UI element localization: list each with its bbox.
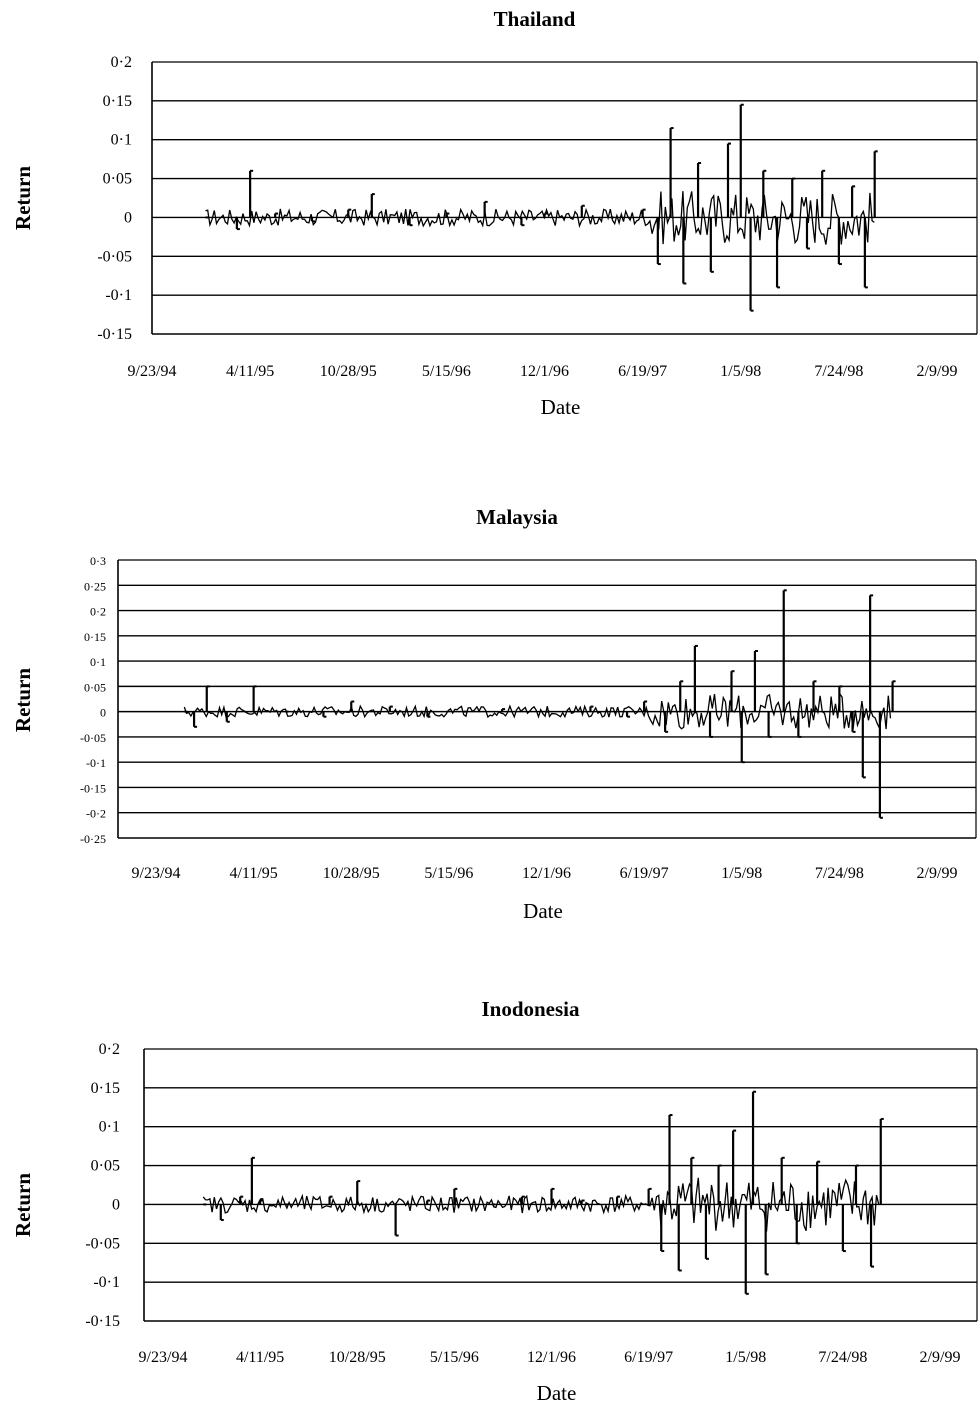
series-line	[183, 692, 892, 731]
y-axis-title: Return	[11, 166, 35, 230]
chart-panel-2: Malaysia 0·3 0·25 0·2 0·15 0·1 0·05 0 -0·05 -0·1 -…	[11, 505, 977, 923]
x-tick-label: 10/28/95	[329, 1349, 386, 1366]
x-tick-label: 1/5/98	[720, 363, 761, 380]
y-tick-label: -0·15	[80, 781, 106, 795]
x-tick-label: 5/15/96	[424, 865, 473, 882]
y-tick-label: 0·1	[111, 132, 132, 149]
x-tick-label: 12/1/96	[520, 363, 569, 380]
chart-panel-1: Thailand 0·2 0·15 0·1 0·05 0 -0·05 -0·1 -0·15 9/2…	[11, 7, 978, 419]
series-1	[205, 103, 878, 312]
x-tick-label: 9/23/94	[139, 1349, 188, 1366]
x-tick-label: 6/19/97	[624, 1349, 673, 1366]
x-tick-label: 4/11/95	[226, 363, 274, 380]
y-tick-label: 0·1	[90, 655, 106, 669]
x-tick-label: 1/5/98	[725, 1349, 766, 1366]
x-tick-label: 4/11/95	[229, 865, 277, 882]
y-tick-label: 0·15	[84, 630, 106, 644]
x-axis-title: Date	[541, 395, 581, 419]
y-tick-label: -0·1	[105, 287, 132, 304]
y-tick-label: 0	[112, 1196, 120, 1213]
y-tick-label: 0	[124, 209, 132, 226]
chart-title: Thailand	[494, 7, 576, 31]
x-tick-label: 6/19/97	[618, 363, 667, 380]
y-tick-label: 0·25	[84, 579, 106, 593]
y-tick-label: 0·3	[90, 554, 106, 568]
x-tick-label: 10/28/95	[323, 865, 380, 882]
y-tick-label: 0·05	[103, 171, 132, 188]
y-tick-label: 0·2	[111, 54, 132, 71]
x-tick-label: 10/28/95	[320, 363, 377, 380]
x-tick-label: 12/1/96	[527, 1349, 576, 1366]
series-1	[183, 589, 896, 819]
x-tick-label: 9/23/94	[132, 865, 181, 882]
chart-panel-3: Inodonesia 0·2 0·15 0·1 0·05 0 -0·05 -0·1 -0·15 9…	[11, 997, 978, 1405]
y-tick-label: -0·25	[80, 832, 106, 846]
x-tick-label: 7/24/98	[818, 1349, 867, 1366]
y-tick-label: 0·15	[103, 93, 132, 110]
x-tick-label: 1/5/98	[721, 865, 762, 882]
x-axis-title: Date	[523, 899, 563, 923]
y-tick-label: 0·05	[84, 680, 106, 694]
x-tick-label: 2/9/99	[920, 1349, 961, 1366]
y-axis-title: Return	[11, 668, 35, 732]
x-tick-label: 7/24/98	[814, 363, 863, 380]
y-tick-label: -0·05	[85, 1235, 120, 1252]
x-axis-title: Date	[537, 1381, 577, 1405]
y-tick-label: -0·1	[86, 756, 106, 770]
y-tick-label: -0·15	[85, 1313, 120, 1330]
series-1	[202, 1090, 884, 1295]
x-tick-label: 4/11/95	[236, 1349, 284, 1366]
y-tick-label: 0·2	[90, 605, 106, 619]
y-tick-label: 0·1	[99, 1119, 120, 1136]
y-tick-label: -0·1	[93, 1274, 120, 1291]
x-tick-label: 6/19/97	[620, 865, 669, 882]
x-tick-label: 9/23/94	[128, 363, 177, 380]
y-tick-label: -0·15	[97, 326, 132, 343]
x-tick-label: 5/15/96	[422, 363, 471, 380]
y-axis-title: Return	[11, 1173, 35, 1237]
x-tick-label: 2/9/99	[917, 363, 958, 380]
y-tick-label: 0·05	[91, 1158, 120, 1175]
x-tick-label: 5/15/96	[430, 1349, 479, 1366]
x-tick-label: 12/1/96	[522, 865, 571, 882]
y-tick-label: 0·2	[99, 1041, 120, 1058]
x-tick-label: 2/9/99	[917, 865, 958, 882]
y-tick-label: 0	[100, 706, 106, 720]
y-tick-label: -0·2	[86, 807, 106, 821]
x-tick-label: 7/24/98	[815, 865, 864, 882]
chart-title: Malaysia	[476, 505, 558, 529]
y-tick-label: -0·05	[80, 731, 106, 745]
y-tick-label: 0·15	[91, 1080, 120, 1097]
y-tick-label: -0·05	[97, 248, 132, 265]
chart-title: Inodonesia	[481, 997, 580, 1021]
